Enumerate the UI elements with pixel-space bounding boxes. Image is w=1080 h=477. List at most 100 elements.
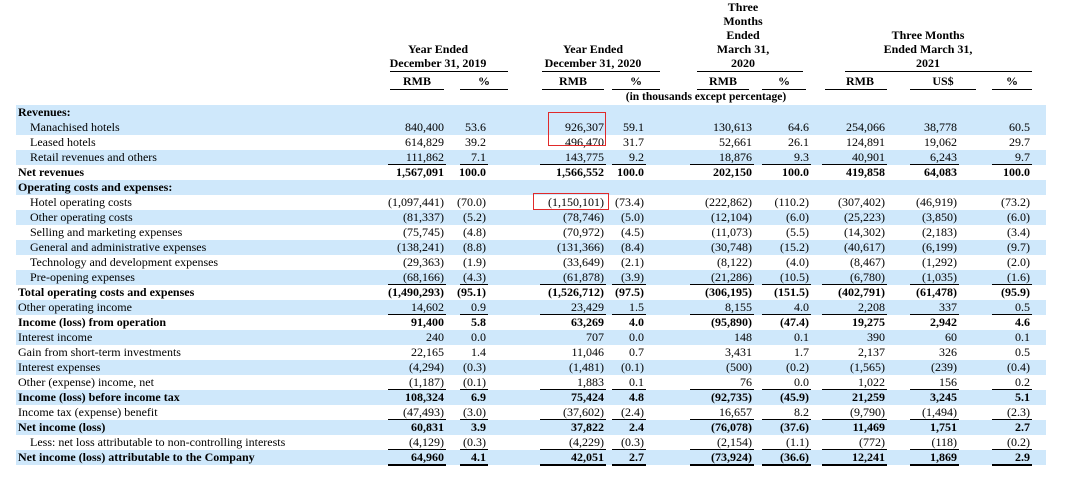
row-label: Interest income	[18, 330, 93, 344]
underline-rule	[612, 449, 646, 450]
value-cell: 19,062	[924, 135, 957, 149]
table-row: Other operating costs (81,337) (5.2) (78,74…	[16, 210, 1046, 225]
underline-rule	[992, 284, 1032, 285]
value-cell	[672, 180, 752, 195]
underline-rule	[388, 284, 446, 285]
value-cell	[672, 105, 752, 120]
table-row: Pre-opening expenses (68,166) (4.3) (61,878…	[16, 270, 1046, 285]
value-cell: 1,883	[577, 375, 604, 389]
underline-rule	[540, 464, 606, 466]
underline-rule	[690, 449, 754, 450]
value-cell	[990, 180, 1030, 195]
value-cell: (75,745)	[403, 225, 444, 239]
value-cell: 7.1	[471, 150, 486, 164]
value-cell: (0.4)	[1007, 360, 1030, 374]
header-line: Ended	[726, 28, 760, 42]
subheader-usd: US$	[932, 74, 954, 88]
table-row: Income tax (expense) benefit (47,493) (3.0…	[16, 405, 1046, 420]
underline-rule	[460, 389, 488, 390]
value-cell: (5.0)	[621, 210, 644, 224]
value-cell: 0.2	[1015, 375, 1030, 389]
value-cell: 1.7	[794, 345, 809, 359]
table-row: Hotel operating costs (1,097,441) (70.0) (1…	[16, 195, 1046, 210]
underline-rule	[612, 419, 646, 420]
underline-rule	[992, 164, 1032, 165]
value-cell: 2,208	[858, 300, 885, 314]
value-cell: 614,829	[405, 135, 444, 149]
underline-rule	[822, 284, 887, 285]
value-cell: 29.7	[1009, 135, 1030, 149]
value-cell: 926,307	[565, 120, 604, 134]
header-rule	[845, 71, 1032, 72]
subheader-rule	[910, 89, 976, 90]
value-cell: (6,780)	[850, 270, 885, 284]
value-cell: 2.9	[1015, 450, 1030, 464]
value-cell: (0.1)	[463, 375, 486, 389]
table-row: Interest income 240 0.0 707 0.0 148 0.1 390 60 0.…	[16, 330, 1046, 345]
value-cell: (1,035)	[922, 270, 957, 284]
row-label: Technology and development expenses	[30, 255, 219, 269]
value-cell: 0.0	[629, 330, 644, 344]
header-rule	[390, 71, 508, 72]
underline-rule	[460, 284, 488, 285]
value-cell: 39.2	[465, 135, 486, 149]
table-row: General and administrative expenses (138,…	[16, 240, 1046, 255]
value-cell: (73.4)	[615, 195, 644, 209]
subheader-rule	[460, 89, 508, 90]
subheader-pct: %	[778, 74, 790, 88]
value-cell: 6,243	[930, 150, 957, 164]
units-note: (in thousands except percentage)	[625, 91, 787, 103]
subheader-pct: %	[1006, 74, 1018, 88]
table-row: Other operating income 14,602 0.9 23,429 1.5…	[16, 300, 1046, 315]
header-line: Three Months	[891, 28, 965, 42]
value-cell: (61,878)	[563, 270, 604, 284]
value-cell: 14,602	[411, 300, 444, 314]
value-cell: (30,748)	[711, 240, 752, 254]
value-cell: (8,467)	[850, 255, 885, 269]
row-label: Operating costs and expenses:	[18, 180, 173, 194]
table-row: Leased hotels 614,829 39.2 496,470 31.7 52,66…	[16, 135, 1046, 150]
table-row: Net revenues 1,567,091 100.0 1,566,552 100.0…	[16, 165, 1046, 180]
value-cell: 8.2	[794, 405, 809, 419]
subheader-rmb: RMB	[709, 74, 737, 88]
table-row: Operating costs and expenses:	[16, 180, 1046, 195]
value-cell: 1.5	[629, 300, 644, 314]
underline-rule	[910, 464, 959, 466]
underline-rule	[388, 389, 446, 390]
value-cell: (1.1)	[786, 435, 809, 449]
value-cell: 9.2	[629, 150, 644, 164]
underline-rule	[992, 419, 1032, 420]
row-label: Net revenues	[18, 165, 85, 179]
value-cell: 60,831	[411, 420, 444, 434]
value-cell: 18,876	[719, 150, 752, 164]
value-cell: (8.4)	[621, 240, 644, 254]
underline-rule	[910, 449, 959, 450]
subheader-rule	[612, 89, 660, 90]
row-label: Hotel operating costs	[30, 195, 132, 209]
row-label: Other (expense) income, net	[18, 375, 154, 389]
value-cell: 4.6	[1015, 315, 1030, 329]
underline-rule	[540, 284, 606, 285]
value-cell: (2,183)	[922, 225, 957, 239]
underline-rule	[388, 314, 446, 315]
value-cell: 11,046	[571, 345, 604, 359]
header-line: December 31, 2019	[389, 56, 487, 70]
value-cell	[805, 105, 885, 120]
value-cell: (500)	[726, 360, 752, 374]
value-cell: (40,617)	[844, 240, 885, 254]
value-cell: 12,241	[852, 450, 885, 464]
value-cell: 390	[867, 330, 885, 344]
value-cell: (68,166)	[403, 270, 444, 284]
value-cell: 148	[734, 330, 752, 344]
underline-rule	[690, 164, 754, 165]
value-cell: 52,661	[719, 135, 752, 149]
underline-rule	[910, 284, 959, 285]
value-cell: 5.1	[1015, 390, 1030, 404]
underline-rule	[612, 464, 646, 466]
row-label: Selling and marketing expenses	[30, 225, 183, 239]
value-cell: (36.6)	[780, 450, 809, 464]
value-cell: 0.0	[471, 330, 486, 344]
row-label: Interest expenses	[18, 360, 101, 374]
value-cell: (8.8)	[463, 240, 486, 254]
table-row: Income (loss) from operation 91,400 5.8 63,…	[16, 315, 1046, 330]
